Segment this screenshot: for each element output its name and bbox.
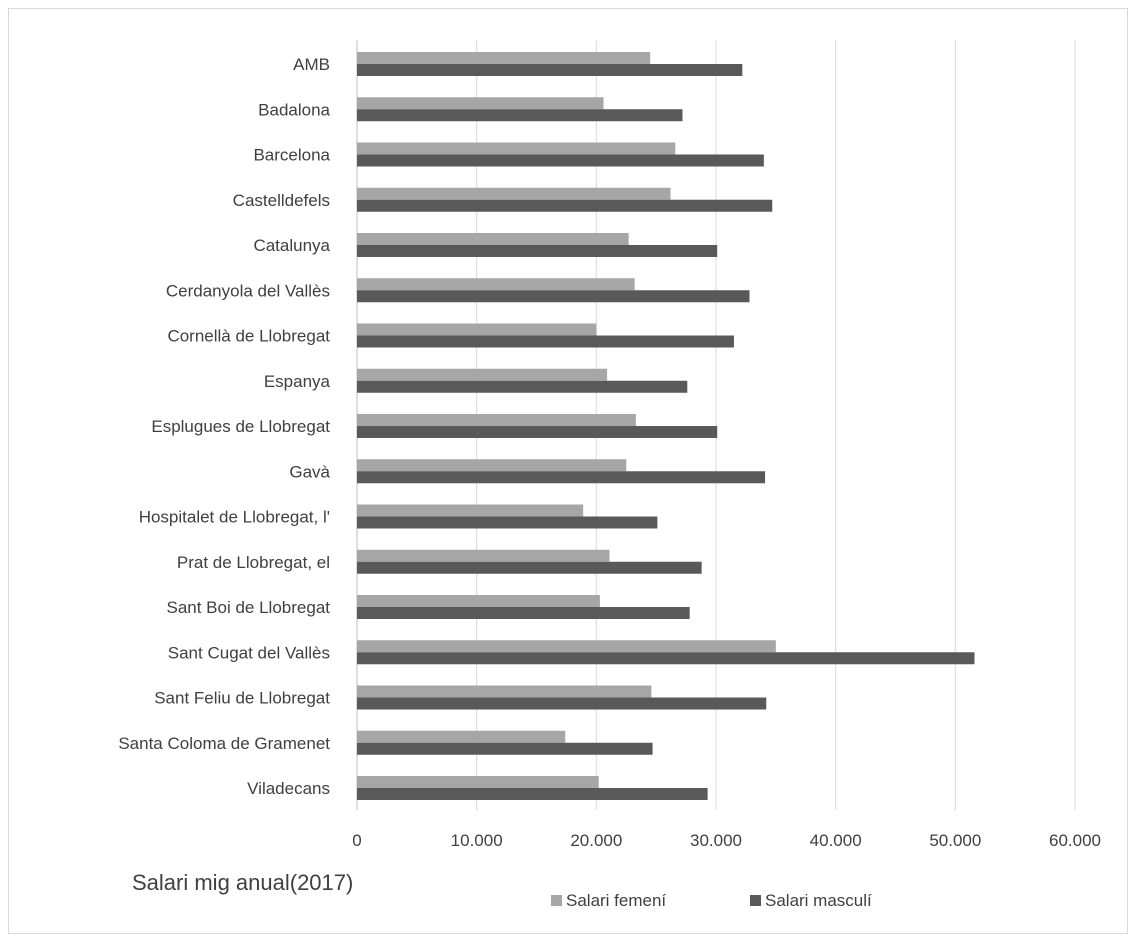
bar-salari-femeni <box>357 323 597 336</box>
bar-salari-masculi <box>357 652 975 665</box>
bar-salari-femeni <box>357 97 604 110</box>
bar-salari-femeni <box>357 233 629 245</box>
category-label: Hospitalet de Llobregat, l' <box>139 508 330 527</box>
bar-salari-femeni <box>357 459 627 472</box>
bar-salari-masculi <box>357 154 764 167</box>
bar-salari-masculi <box>357 426 718 438</box>
bar-salari-femeni <box>357 549 610 562</box>
bar-salari-masculi <box>357 561 702 574</box>
category-label: Esplugues de Llobregat <box>151 417 330 436</box>
bar-salari-masculi <box>357 109 683 122</box>
bar-salari-femeni <box>357 730 566 743</box>
grid-layer <box>356 40 1076 810</box>
bar-salari-femeni <box>357 595 600 607</box>
bar-salari-masculi <box>357 516 658 529</box>
category-label: Barcelona <box>253 146 330 165</box>
category-label: Cerdanyola del Vallès <box>166 281 330 300</box>
x-tick-label: 40.000 <box>810 831 862 850</box>
category-label: AMB <box>293 55 330 74</box>
category-label: Badalona <box>258 100 330 119</box>
category-label: Prat de Llobregat, el <box>177 553 330 572</box>
category-label: Viladecans <box>247 779 330 798</box>
category-label: Gavà <box>289 462 330 481</box>
bar-salari-femeni <box>357 52 651 64</box>
bar-salari-masculi <box>357 697 767 710</box>
bar-salari-masculi <box>357 380 688 393</box>
bar-salari-masculi <box>357 245 718 257</box>
bar-salari-masculi <box>357 64 743 76</box>
bar-salari-masculi <box>357 607 690 619</box>
bar-salari-femeni <box>357 504 584 517</box>
category-label: Castelldefels <box>233 191 330 210</box>
category-label: Sant Boi de Llobregat <box>166 598 330 617</box>
bar-salari-femeni <box>357 278 635 291</box>
category-label: Santa Coloma de Gramenet <box>118 734 330 753</box>
bar-salari-masculi <box>357 742 653 755</box>
category-label: Sant Cugat del Vallès <box>168 643 330 662</box>
bar-salari-femeni <box>357 368 608 381</box>
bar-salari-masculi <box>357 199 773 212</box>
bar-salari-femeni <box>357 640 776 653</box>
bar-salari-masculi <box>357 335 734 348</box>
x-tick-labels: 0 10.000 20.000 30.000 40.000 50.000 60.000 <box>352 831 1101 850</box>
x-tick-label: 50.000 <box>929 831 981 850</box>
category-label: Catalunya <box>253 236 330 255</box>
bar-salari-masculi <box>357 788 708 800</box>
x-tick-label: 10.000 <box>451 831 503 850</box>
x-tick-label: 0 <box>352 831 361 850</box>
category-label: Espanya <box>264 372 331 391</box>
bar-salari-femeni <box>357 776 599 788</box>
bar-salari-femeni <box>357 685 652 698</box>
chart-title: Salari mig anual(2017) <box>132 870 353 895</box>
bar-salari-masculi <box>357 290 750 303</box>
legend-swatch <box>551 895 562 906</box>
bar-layer <box>357 52 975 800</box>
legend-label: Salari femení <box>566 891 666 910</box>
legend-label: Salari masculí <box>765 891 872 910</box>
bar-salari-femeni <box>357 142 676 155</box>
legend-swatch <box>750 895 761 906</box>
category-labels: AMB Badalona Barcelona Castelldefels Catalun… <box>118 55 330 798</box>
bar-salari-masculi <box>357 471 766 484</box>
bar-salari-femeni <box>357 414 636 426</box>
bar-salari-femeni <box>357 187 671 200</box>
x-tick-label: 30.000 <box>690 831 742 850</box>
category-label: Sant Feliu de Llobregat <box>154 689 330 708</box>
category-label: Cornellà de Llobregat <box>167 327 330 346</box>
x-tick-label: 60.000 <box>1049 831 1101 850</box>
legend: Salari femení Salari masculí <box>551 891 872 910</box>
x-tick-label: 20.000 <box>570 831 622 850</box>
